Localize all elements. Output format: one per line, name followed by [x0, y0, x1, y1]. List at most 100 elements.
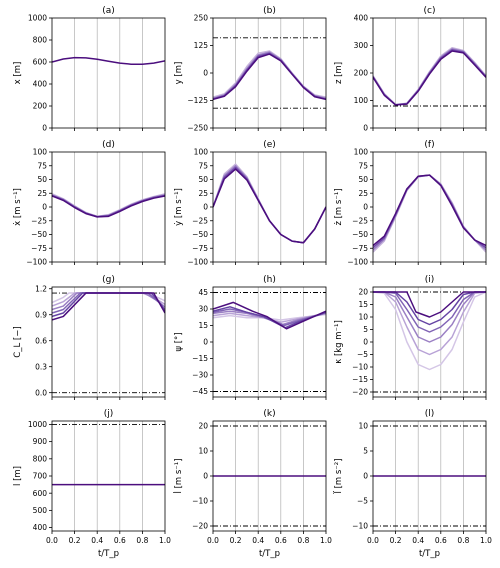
y-tick-label: 5 — [363, 325, 368, 334]
y-tick-label: 0 — [203, 203, 208, 212]
y-axis-label: y [m] — [174, 62, 184, 85]
y-tick-label: 1000 — [28, 14, 47, 23]
panel-title: (l) — [425, 409, 435, 419]
panel-title: (f) — [424, 140, 434, 150]
y-tick-label: −100 — [347, 258, 368, 267]
axes-frame — [372, 151, 487, 263]
y-tick-label: −10 — [192, 497, 208, 506]
y-tick-label: 500 — [33, 506, 48, 515]
series-group — [213, 163, 326, 244]
series-line-4 — [52, 195, 165, 218]
y-tick-label: −5 — [357, 497, 368, 506]
y-tick-label: 0 — [203, 338, 208, 347]
x-tick-label: 0.8 — [297, 536, 309, 545]
x-tick-label: 0.2 — [230, 536, 242, 545]
y-tick-label: 0.9 — [35, 310, 47, 319]
y-tick-label: 0 — [363, 203, 368, 212]
y-tick-label: −75 — [352, 244, 368, 253]
y-tick-label: 75 — [37, 161, 47, 170]
y-axis-label: l̇ [m s⁻¹] — [172, 458, 184, 493]
y-tick-label: −50 — [352, 230, 368, 239]
x-tick-label: 0.4 — [412, 536, 424, 545]
panel-f: −100 −75 −50 −25 0 25 50 75 100 (f) ż [m s⁻¹] — [334, 140, 487, 267]
series-line-4 — [213, 168, 326, 244]
panel-c: 0 100 200 300 400 (c) z [m] — [334, 6, 487, 133]
y-tick-label: 0.0 — [35, 388, 47, 397]
panel-j: 400 500 600 700 800 900 1000 0.0 0.2 0.4 0.6 0.8 1.0… — [13, 409, 171, 559]
y-tick-label: 75 — [358, 161, 368, 170]
axes-frame — [51, 286, 166, 398]
y-tick-label: −25 — [31, 216, 47, 225]
panel-e: −100 −75 −50 −25 0 25 50 75 100 (e) ẏ [m s⁻¹] — [174, 140, 327, 267]
y-axis-label: l [m] — [13, 466, 23, 486]
series-line-3 — [373, 174, 486, 249]
y-tick-label: 800 — [33, 36, 48, 45]
x-tick-label: 0.6 — [275, 536, 287, 545]
y-tick-label: 700 — [33, 472, 48, 481]
y-tick-label: 10 — [198, 447, 208, 456]
y-axis-label: z [m] — [334, 62, 344, 84]
y-tick-label: −10 — [352, 363, 368, 372]
y-tick-label: 900 — [33, 437, 48, 446]
series-line-4 — [373, 174, 486, 247]
y-tick-label: −25 — [192, 216, 208, 225]
y-tick-label: −5 — [357, 350, 368, 359]
panel-title: (i) — [425, 275, 435, 285]
y-axis-label: ż [m s⁻¹] — [334, 188, 344, 225]
y-tick-label: 1000 — [28, 420, 47, 429]
y-axis-label: C_L [−] — [13, 326, 23, 357]
y-tick-label: 25 — [358, 189, 368, 198]
y-tick-label: 25 — [198, 189, 208, 198]
series-line-2 — [213, 165, 326, 244]
series-group — [52, 56, 165, 65]
y-tick-label: 800 — [33, 454, 48, 463]
panel-l: −10 −5 0 5 10 0.0 0.2 0.4 0.6 0.8 1.0 (l) l̈ [m s⁻²]… — [332, 409, 492, 559]
y-tick-label: −20 — [192, 522, 208, 531]
y-tick-label: −15 — [352, 375, 368, 384]
y-tick-label: 200 — [33, 102, 48, 111]
series-line-1 — [373, 291, 486, 371]
series-group — [373, 291, 486, 371]
axes-frame — [51, 420, 166, 532]
panel-title: (d) — [102, 140, 115, 150]
x-tick-label: 0.2 — [69, 536, 81, 545]
series-group — [52, 193, 165, 218]
y-axis-label: ẏ [m s⁻¹] — [174, 188, 184, 226]
y-axis-label: ψ [°] — [174, 332, 184, 351]
series-line-1 — [52, 193, 165, 218]
series-line-2 — [373, 291, 486, 356]
series-line-4 — [373, 50, 486, 106]
y-tick-label: −250 — [187, 124, 208, 133]
series-line-3 — [52, 194, 165, 218]
series-group — [213, 50, 326, 101]
axes-frame — [51, 17, 166, 129]
series-group — [213, 301, 326, 330]
y-tick-label: 600 — [33, 489, 48, 498]
y-tick-label: −100 — [26, 258, 47, 267]
y-tick-label: 400 — [354, 14, 369, 23]
y-tick-label: 400 — [33, 80, 48, 89]
series-line-4 — [373, 291, 486, 333]
panel-title: (k) — [263, 409, 275, 419]
y-tick-label: −50 — [192, 230, 208, 239]
x-axis-label: t/T_p — [98, 549, 119, 559]
x-tick-label: 0.6 — [435, 536, 447, 545]
y-tick-label: 20 — [198, 422, 208, 431]
y-tick-label: 400 — [33, 523, 48, 532]
y-tick-label: −45 — [192, 387, 208, 396]
y-tick-label: 0 — [363, 338, 368, 347]
series-group — [373, 174, 486, 253]
series-line-2 — [373, 174, 486, 251]
y-tick-label: −75 — [31, 244, 47, 253]
y-tick-label: 0.3 — [35, 362, 47, 371]
y-tick-label: 100 — [354, 96, 369, 105]
y-tick-label: −25 — [352, 216, 368, 225]
panel-d: −100 −75 −50 −25 0 25 50 75 100 (d) ẋ [m s⁻¹] — [13, 140, 166, 267]
y-tick-label: 15 — [358, 300, 368, 309]
series-line-6 — [373, 291, 486, 318]
panel-title: (g) — [102, 275, 115, 285]
panel-title: (b) — [263, 6, 276, 16]
y-tick-label: 25 — [37, 189, 47, 198]
y-tick-label: 100 — [354, 148, 369, 157]
series-line-3 — [213, 166, 326, 244]
